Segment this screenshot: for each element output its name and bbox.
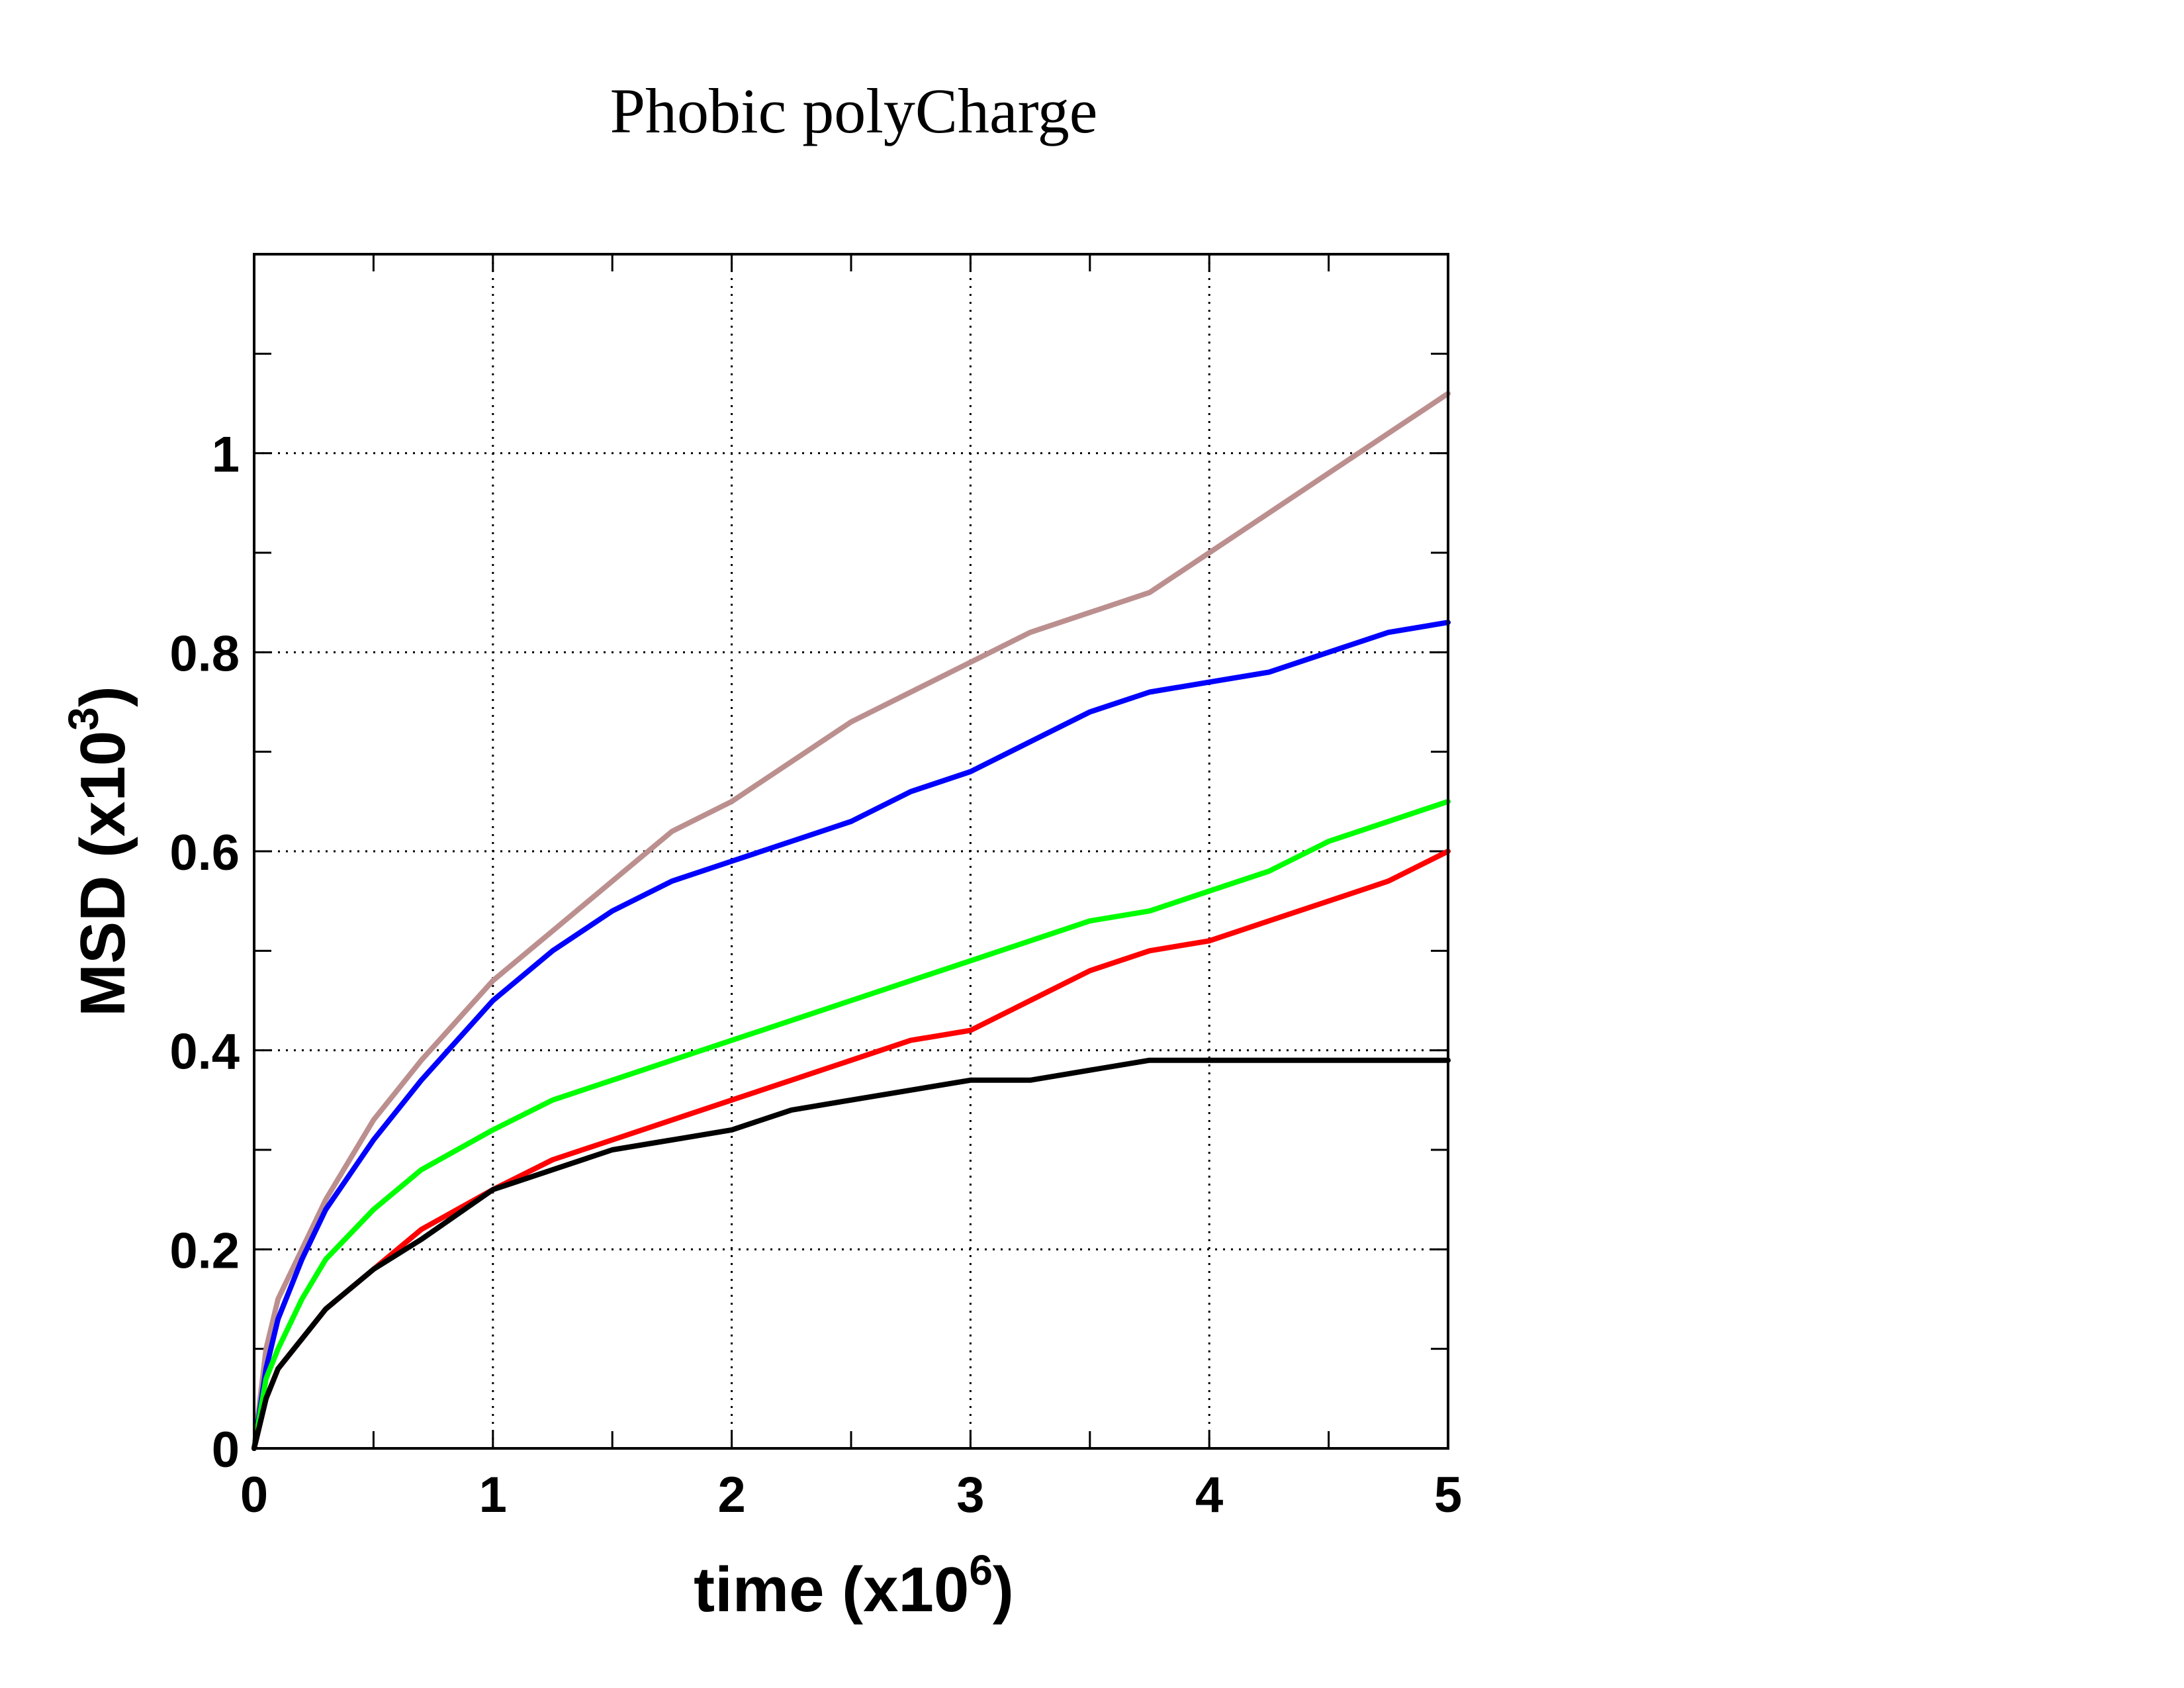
y-tick-label: 0.2	[169, 1223, 240, 1279]
y-tick-label: 0	[212, 1422, 240, 1478]
y-tick-label: 0.8	[169, 626, 240, 682]
series-line	[251, 1057, 1451, 1451]
chart-title: Phobic polyCharge	[610, 75, 1098, 146]
y-axis-label: MSD (x103)	[60, 686, 138, 1017]
x-tick-label: 5	[1434, 1467, 1462, 1523]
x-axis-label-exponent: 6	[969, 1546, 993, 1594]
x-tick-label: 4	[1195, 1467, 1223, 1523]
x-tick-label: 2	[717, 1467, 745, 1523]
y-tick-labels: 0 0.2 0.4 0.6 0.8 1	[169, 427, 240, 1478]
x-axis-label-text: time (x10	[694, 1554, 969, 1625]
y-tick-label: 0.6	[169, 825, 240, 881]
ticks	[253, 254, 1449, 1450]
y-tick-label: 1	[212, 427, 240, 483]
series-line	[251, 798, 1451, 1451]
y-axis-label-exponent: 3	[60, 707, 107, 731]
x-tick-labels: 0 1 2 3 4 5	[240, 1467, 1462, 1523]
y-tick-label: 0.4	[169, 1024, 240, 1080]
series-line	[251, 849, 1451, 1451]
y-axis-label-close: )	[68, 686, 138, 707]
series-line	[251, 620, 1451, 1451]
plot-frame	[253, 253, 1449, 1450]
y-axis-label-text: MSD (x10	[68, 731, 138, 1017]
grid	[254, 254, 1448, 1448]
x-tick-label: 3	[956, 1467, 984, 1523]
series-line	[251, 391, 1451, 1451]
x-axis-label: time (x106)	[694, 1546, 1014, 1625]
x-tick-label: 1	[479, 1467, 507, 1523]
x-tick-label: 0	[240, 1467, 268, 1523]
series-lines	[251, 391, 1451, 1451]
x-axis-label-close: )	[993, 1554, 1014, 1625]
